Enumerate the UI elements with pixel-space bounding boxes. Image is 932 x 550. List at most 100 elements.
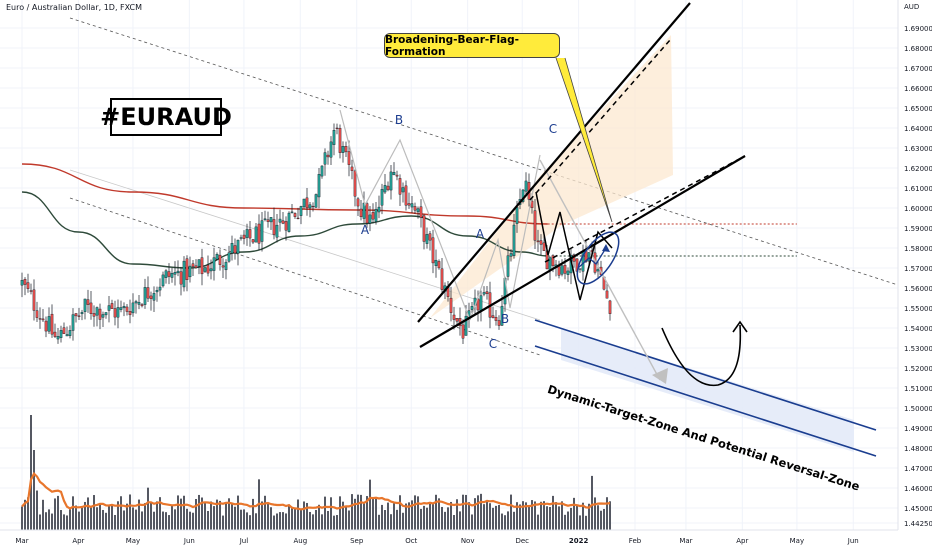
volume-bar xyxy=(486,501,488,530)
volume-bars xyxy=(21,415,611,530)
price-tick-label: 1.44250 xyxy=(904,520,932,528)
volume-bar xyxy=(210,501,212,530)
volume-bar xyxy=(330,497,332,530)
candle-body xyxy=(50,313,54,335)
volume-bar xyxy=(459,511,461,530)
upper-channel-line xyxy=(69,17,899,286)
candle-body xyxy=(44,320,48,332)
candle-body xyxy=(206,264,210,274)
candle-body xyxy=(596,269,600,272)
volume-bar xyxy=(255,513,257,530)
volume-bar xyxy=(27,497,29,530)
candle-body xyxy=(308,204,312,209)
candle-body xyxy=(164,270,168,278)
candle-body xyxy=(365,203,369,224)
volume-bar xyxy=(207,510,209,530)
candle-body xyxy=(395,174,399,177)
candle-body xyxy=(101,314,105,318)
volume-bar xyxy=(213,506,215,530)
candle-body xyxy=(191,263,195,267)
volume-ma-line xyxy=(21,471,611,511)
candle-body xyxy=(65,334,69,337)
volume-bar xyxy=(531,500,533,530)
candle-body xyxy=(251,239,255,243)
price-tick-label: 1.54000 xyxy=(904,325,932,333)
price-tick-label: 1.69000 xyxy=(904,25,932,33)
volume-bar xyxy=(498,504,500,530)
candle-body xyxy=(359,208,363,218)
volume-bar xyxy=(474,498,476,530)
upper-flag-line xyxy=(417,2,691,323)
volume-bar xyxy=(81,506,83,530)
candle-body xyxy=(482,292,486,295)
candle-body xyxy=(413,206,417,211)
candle-body xyxy=(563,264,567,274)
candle-body xyxy=(290,211,294,213)
projected-path xyxy=(539,159,661,381)
candle-body xyxy=(524,180,528,192)
volume-bar xyxy=(54,498,56,530)
volume-bar xyxy=(378,514,380,530)
lower-flag-line xyxy=(419,155,746,348)
volume-bar xyxy=(342,501,344,530)
candle-body xyxy=(311,205,315,208)
volume-bar xyxy=(222,515,224,530)
moving-averages xyxy=(21,163,797,269)
candle-body xyxy=(32,289,36,311)
candle-body xyxy=(146,287,150,299)
candle-body xyxy=(440,268,444,290)
candle-body xyxy=(71,314,75,331)
volume-bar xyxy=(111,505,113,530)
candle-body xyxy=(407,203,411,206)
candle-body xyxy=(566,270,570,275)
volume-bar xyxy=(588,503,590,530)
price-tick-label: 1.51000 xyxy=(904,385,932,393)
volume-bar xyxy=(45,512,47,530)
volume-bar xyxy=(417,496,419,530)
volume-bar xyxy=(282,512,284,530)
volume-bar xyxy=(216,499,218,530)
reversal-curve xyxy=(661,324,742,387)
volume-bar xyxy=(162,511,164,530)
wave-label: A xyxy=(361,223,370,237)
candle-body xyxy=(608,300,612,314)
candle-body xyxy=(515,207,519,224)
candle-body xyxy=(323,152,327,165)
volume-bar xyxy=(93,495,95,530)
candle-body xyxy=(335,127,339,129)
volume-bar xyxy=(63,514,65,530)
time-tick-label: Mar xyxy=(679,537,692,545)
price-tick-label: 1.59000 xyxy=(904,225,932,233)
volume-bar xyxy=(144,503,146,530)
volume-bar xyxy=(519,504,521,530)
volume-bar xyxy=(153,511,155,530)
time-axis[interactable]: Mar Apr May Jun Jul Aug Sep Oct Nov Dec 2022 Feb Mar… xyxy=(0,529,898,545)
volume-bar xyxy=(597,505,599,530)
reversal-arrow-head xyxy=(732,320,748,333)
currency-unit: AUD xyxy=(904,3,920,11)
volume-bar xyxy=(60,510,62,530)
price-axis[interactable]: 1.69000 1.68000 1.67000 1.66000 1.65000 1.640… xyxy=(897,0,932,530)
volume-bar xyxy=(426,507,428,530)
volume-bar xyxy=(315,509,317,530)
volume-bar xyxy=(294,508,296,530)
candle-body xyxy=(257,223,261,244)
candle-body xyxy=(371,212,375,220)
candle-body xyxy=(212,257,216,271)
volume-bar xyxy=(390,514,392,530)
volume-bar xyxy=(522,501,524,530)
candle-body xyxy=(74,313,78,317)
time-tick-label: May xyxy=(126,537,140,545)
wave-label: C xyxy=(549,122,557,136)
volume-bar xyxy=(360,494,362,530)
candle-body xyxy=(425,234,429,244)
candle-body xyxy=(185,258,189,281)
volume-bar xyxy=(345,506,347,530)
wave-label: B xyxy=(395,113,403,127)
price-tick-label: 1.46000 xyxy=(904,485,932,493)
candle-body xyxy=(269,217,273,223)
candle-body xyxy=(329,141,333,158)
candle-body xyxy=(188,265,192,278)
